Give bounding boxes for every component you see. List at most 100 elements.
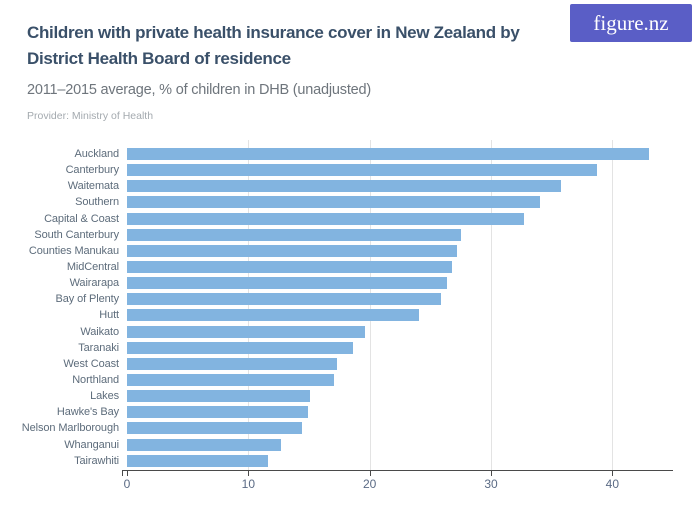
- bar: [127, 454, 268, 467]
- bar: [127, 325, 365, 338]
- bar-rows: Auckland Canterbury Waitemata Southern Capit…: [0, 146, 700, 469]
- bar-row: Auckland: [0, 146, 700, 162]
- bar-track: [127, 293, 673, 306]
- bar-track: [127, 454, 673, 467]
- bar: [127, 422, 302, 435]
- bar: [127, 374, 335, 387]
- bar-track: [127, 148, 673, 161]
- bar: [127, 406, 308, 419]
- bar-row: South Canterbury: [0, 227, 700, 243]
- category-label: MidCentral: [66, 261, 119, 274]
- bar: [127, 390, 311, 403]
- category-label: Bay of Plenty: [55, 293, 119, 306]
- bar-row: Southern: [0, 194, 700, 210]
- bar-row: Waikato: [0, 324, 700, 340]
- bar-track: [127, 309, 673, 322]
- category-label: Hutt: [99, 309, 119, 322]
- category-label: Auckland: [74, 148, 120, 161]
- bar-track: [127, 261, 673, 274]
- axis-tick: [248, 471, 250, 476]
- bar-row: Whanganui: [0, 437, 700, 453]
- bar-row: Nelson Marlborough: [0, 420, 700, 436]
- bar: [127, 212, 524, 225]
- chart-header: Children with private health insurance c…: [27, 20, 557, 122]
- chart-subtitle: 2011–2015 average, % of children in DHB …: [27, 82, 372, 98]
- axis-endcap: [122, 471, 123, 476]
- category-label: Hawke's Bay: [56, 406, 119, 419]
- axis-tick-label: 10: [241, 477, 256, 491]
- category-label: Wairarapa: [69, 277, 120, 290]
- bar: [127, 357, 337, 370]
- axis-tick: [369, 471, 371, 476]
- category-label: Lakes: [90, 390, 119, 403]
- bar: [127, 244, 458, 257]
- bar: [127, 196, 540, 209]
- page-title: Children with private health insurance c…: [27, 20, 557, 72]
- bar: [127, 148, 649, 161]
- category-label: Tairawhiti: [74, 454, 119, 467]
- bar-track: [127, 406, 673, 419]
- bar-row: Wairarapa: [0, 275, 700, 291]
- category-label: Northland: [72, 374, 119, 387]
- bar-track: [127, 390, 673, 403]
- bar-track: [127, 212, 673, 225]
- bar: [127, 261, 453, 274]
- category-label: Capital & Coast: [44, 212, 119, 225]
- category-label: Taranaki: [78, 341, 119, 354]
- bar-row: Hutt: [0, 307, 700, 323]
- bar: [127, 180, 562, 193]
- bar-track: [127, 228, 673, 241]
- provider-note: Provider: Ministry of Health: [27, 110, 154, 122]
- category-label: Southern: [75, 196, 119, 209]
- bar-track: [127, 357, 673, 370]
- bar: [127, 164, 597, 177]
- title-line-1: Children with private health insurance c…: [27, 23, 520, 42]
- bar: [127, 277, 448, 290]
- bar-row: West Coast: [0, 356, 700, 372]
- bar-row: Lakes: [0, 388, 700, 404]
- bar-track: [127, 277, 673, 290]
- axis-tick-label: 40: [605, 477, 620, 491]
- bar: [127, 309, 420, 322]
- axis-tick: [491, 471, 492, 476]
- axis-tick: [612, 471, 614, 476]
- bar-row: Taranaki: [0, 340, 700, 356]
- figure-nz-logo[interactable]: figure.nz: [570, 4, 692, 42]
- bar-track: [127, 164, 673, 177]
- category-label: Waitemata: [67, 180, 119, 193]
- bar-track: [127, 341, 673, 354]
- gridline: [491, 140, 492, 470]
- x-axis: 0 10 20 30 40: [122, 470, 673, 491]
- axis-tick-label: 0: [123, 477, 131, 491]
- category-label: Waikato: [80, 325, 119, 338]
- bar-track: [127, 180, 673, 193]
- bar-track: [127, 374, 673, 387]
- title-line-2: District Health Board of residence: [27, 49, 291, 68]
- bar: [127, 438, 282, 451]
- category-label: Canterbury: [65, 164, 120, 177]
- axis-tick-label: 30: [484, 477, 498, 491]
- gridline: [612, 140, 614, 470]
- bar-track: [127, 422, 673, 435]
- bar-row: Northland: [0, 372, 700, 388]
- bar: [127, 228, 461, 241]
- bar-row: Capital & Coast: [0, 211, 700, 227]
- bar-track: [127, 196, 673, 209]
- bar-track: [127, 325, 673, 338]
- bar-row: Hawke's Bay: [0, 404, 700, 420]
- bar-row: Counties Manukau: [0, 243, 700, 259]
- category-label: South Canterbury: [34, 228, 119, 241]
- bar-row: Waitemata: [0, 178, 700, 194]
- category-label: Nelson Marlborough: [21, 422, 119, 435]
- category-label: Whanganui: [64, 438, 119, 451]
- bar-track: [127, 244, 673, 257]
- bar: [127, 293, 442, 306]
- axis-tick-label: 20: [362, 477, 377, 491]
- category-label: West Coast: [63, 357, 119, 370]
- bar-track: [127, 438, 673, 451]
- category-label: Counties Manukau: [28, 244, 119, 257]
- bar-row: MidCentral: [0, 259, 700, 275]
- bar-row: Bay of Plenty: [0, 291, 700, 307]
- bar-row: Canterbury: [0, 162, 700, 178]
- bar-row: Tairawhiti: [0, 453, 700, 469]
